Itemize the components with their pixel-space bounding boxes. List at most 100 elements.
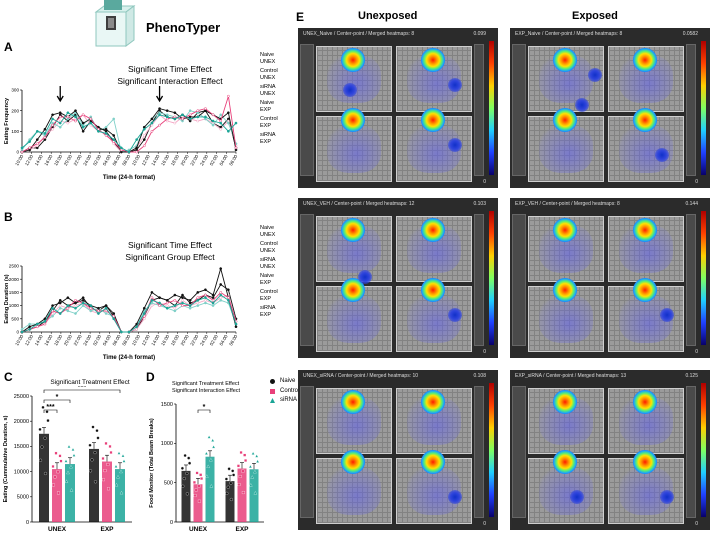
legend-marker [270, 388, 275, 394]
colorbar-max-label: 0.144 [685, 201, 698, 207]
data-point [96, 436, 100, 440]
x-tick-label: 22:00 [73, 154, 83, 167]
heat-spot [660, 490, 674, 504]
legend-swatch [244, 68, 256, 74]
heat-hotspot [421, 108, 445, 132]
data-point [64, 479, 69, 483]
y-tick-label: 0 [16, 330, 19, 335]
heatmap-panel: UNEX_VEH / Center-point / Merged heatmap… [298, 198, 498, 358]
legend-swatch [244, 241, 256, 247]
heat-hotspot [341, 450, 365, 474]
data-point [74, 306, 77, 310]
y-tick-label: 500 [164, 480, 173, 486]
data-point [204, 115, 207, 119]
arena-floor [528, 286, 604, 352]
panel-a-title-1: Significant Time Effect [128, 64, 212, 74]
data-point [72, 453, 76, 457]
x-tick-label: 12:00 [24, 154, 34, 167]
legend-label: Naive UNEX [260, 225, 275, 238]
legend-label-line1: siRNA [260, 132, 276, 138]
data-point [241, 469, 245, 473]
data-point [58, 454, 62, 458]
data-point [211, 119, 215, 123]
data-point [112, 138, 116, 141]
data-point [107, 487, 110, 491]
colorbar [489, 41, 494, 175]
y-tick-label: 15000 [14, 444, 29, 450]
sig-bracket-d1-label: * [203, 404, 206, 411]
panel-letter-d: D [146, 370, 155, 384]
colorbar [489, 211, 494, 345]
data-point [188, 113, 192, 117]
cage-frame-right [686, 214, 696, 346]
heat-haze [327, 467, 381, 515]
data-point [28, 146, 31, 150]
data-point [165, 301, 169, 305]
x-tick-label: 10:00 [14, 334, 24, 347]
x-axis-title: Time (24-h format) [103, 175, 155, 181]
data-point [231, 469, 235, 473]
x-tick-label: 24:00 [199, 334, 209, 347]
data-point [127, 330, 131, 334]
data-point [142, 144, 146, 148]
data-point [173, 304, 177, 307]
chart-b: 0 500 1000 1500 2000 2500 Eating Duration (s) 1… [4, 264, 239, 361]
data-point [41, 405, 45, 409]
x-tick-label: 18:00 [170, 154, 180, 167]
data-point [227, 288, 230, 292]
legend-label-line2: UNEX [260, 90, 276, 97]
legend-label: siRNA [280, 397, 298, 403]
y-tick-label: 2000 [9, 277, 20, 282]
x-tick-label: 18:00 [170, 334, 180, 347]
x-tick-label: 10:00 [14, 154, 24, 167]
y-tick-label: 5000 [17, 495, 29, 501]
data-point [226, 485, 230, 489]
data-point [112, 314, 116, 318]
cage-frame-left [512, 44, 526, 176]
data-point [104, 127, 108, 131]
legend-row: siRNA EXP [244, 305, 278, 318]
data-point [20, 328, 24, 331]
x-tick-label: 04:00 [102, 154, 112, 167]
data-point [183, 453, 187, 458]
data-point [236, 464, 240, 468]
data-point [219, 296, 223, 300]
legend-label-line1: Naive [260, 225, 275, 231]
cage-frame-left [300, 386, 314, 518]
legend-row: Naive EXP [244, 100, 278, 113]
series-line [21, 266, 237, 333]
series-line [21, 112, 237, 153]
data-point [165, 306, 169, 310]
data-point [211, 296, 215, 300]
data-point [135, 325, 138, 329]
data-point [253, 470, 257, 474]
data-point [173, 306, 177, 310]
data-point [104, 312, 108, 315]
data-point [66, 306, 70, 310]
data-point [181, 296, 184, 300]
data-point [114, 464, 118, 468]
data-point [185, 471, 189, 475]
legend-label-line1: Naive [260, 52, 275, 58]
arrow-annotation [156, 86, 164, 103]
colorbar [489, 383, 494, 517]
data-point [89, 121, 93, 125]
data-point [66, 111, 70, 115]
legend-label-line2: UNEX [260, 263, 276, 270]
data-point [181, 113, 184, 117]
legend-swatch [244, 100, 256, 106]
data-point [200, 477, 204, 481]
data-point [81, 125, 85, 129]
legend-row: siRNA UNEX [244, 84, 278, 97]
heat-hotspot [421, 390, 445, 414]
data-point [188, 117, 192, 121]
x-tick-label: 04:00 [219, 334, 229, 347]
legend-row: Control EXP [244, 289, 278, 302]
arena-floor [396, 388, 472, 454]
y-tick-label: 500 [11, 316, 19, 321]
x-tick-label: 14:00 [34, 154, 44, 167]
heatmap-title: UNEX_Naive / Center-point / Merged heatm… [303, 31, 415, 37]
data-point [158, 304, 161, 307]
y-tick-label: 10000 [14, 469, 29, 475]
data-point [51, 123, 54, 127]
